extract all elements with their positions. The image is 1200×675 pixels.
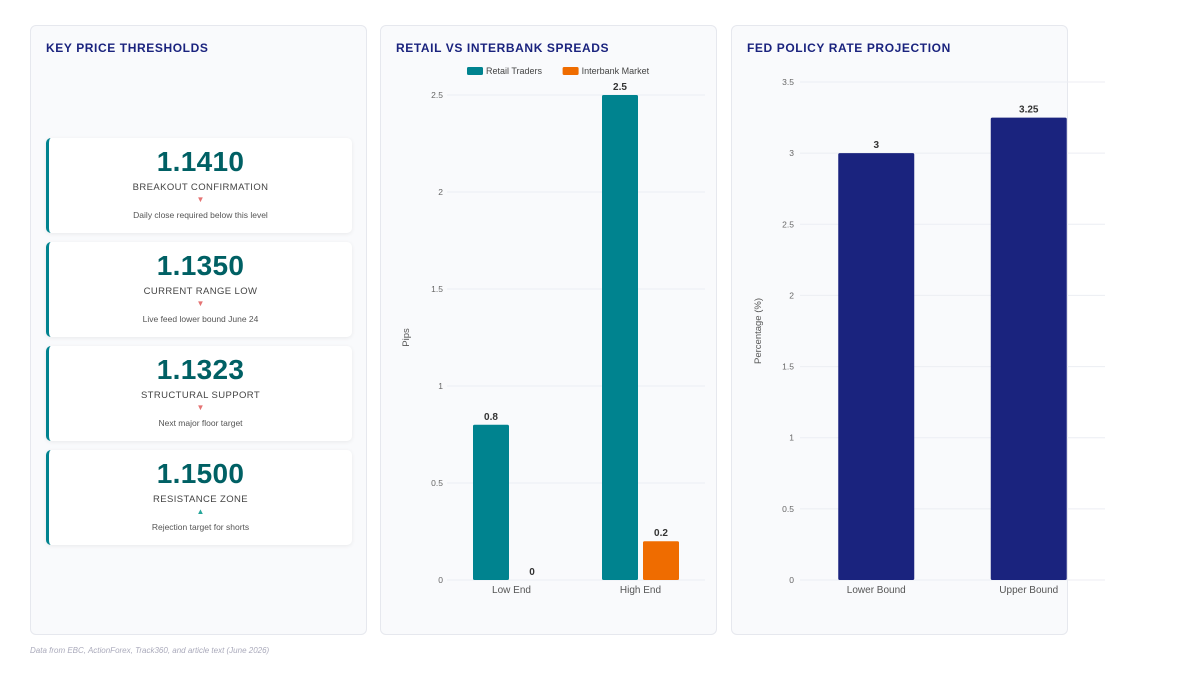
y-tick-label: 1	[438, 381, 443, 391]
fed-panel: FED POLICY RATE PROJECTION 0 0.5 1 1.5 2 2.5 3…	[731, 25, 1105, 635]
y-tick-label: 1.5	[782, 362, 794, 372]
threshold-label: STRUCTURAL SUPPORT	[140, 390, 261, 401]
threshold-card-support: 1.1323 STRUCTURAL SUPPORT ▼ Next major f…	[46, 346, 352, 441]
threshold-note: Next major floor target	[158, 418, 243, 428]
fed-chart: 0 0.5 1 1.5 2 2.5 3 3.5 Percentage (%) Lower Boun…	[753, 77, 1105, 596]
threshold-value: 1.1410	[156, 146, 245, 177]
y-tick-label: 1.5	[431, 284, 443, 294]
threshold-label: RESISTANCE ZONE	[152, 494, 249, 505]
spreads-panel: RETAIL VS INTERBANK SPREADS 0 0.5 1 1.5 2 2.5…	[380, 25, 717, 635]
arrow-down-icon: ▼	[196, 299, 205, 308]
x-tick-label: Lower Bound	[847, 585, 906, 596]
data-label: 3	[873, 140, 879, 151]
spreads-title: RETAIL VS INTERBANK SPREADS	[396, 41, 610, 55]
threshold-label: BREAKOUT CONFIRMATION	[132, 182, 269, 193]
thresholds-title: KEY PRICE THRESHOLDS	[46, 41, 209, 55]
y-tick-label: 2.5	[782, 219, 794, 229]
bar	[602, 95, 638, 580]
y-axis-title: Percentage (%)	[753, 298, 764, 364]
legend-swatch	[467, 67, 483, 75]
bar	[643, 541, 679, 580]
y-tick-label: 0	[438, 575, 443, 585]
threshold-note: Daily close required below this level	[133, 210, 268, 220]
y-tick-label: 0	[789, 575, 794, 585]
x-tick-label: High End	[620, 585, 661, 596]
y-tick-label: 0.5	[431, 478, 443, 488]
data-label: 0	[529, 567, 535, 578]
y-tick-label: 2	[438, 187, 443, 197]
legend-label: Retail Traders	[486, 66, 543, 76]
y-tick-label: 1	[789, 433, 794, 443]
bar	[473, 424, 509, 580]
threshold-note: Live feed lower bound June 24	[142, 314, 259, 324]
y-tick-label: 0.5	[782, 504, 794, 514]
source-note: Data from EBC, ActionForex, Track360, an…	[30, 646, 270, 655]
data-label: 3.25	[1019, 105, 1039, 116]
legend-label: Interbank Market	[582, 66, 650, 76]
x-tick-label: Upper Bound	[999, 585, 1058, 596]
arrow-down-icon: ▼	[196, 195, 205, 204]
threshold-card-range-low: 1.1350 CURRENT RANGE LOW ▼ Live feed low…	[46, 242, 352, 337]
x-tick-label: Low End	[492, 585, 531, 596]
bar	[990, 117, 1067, 581]
arrow-down-icon: ▼	[196, 403, 205, 412]
data-label: 0.2	[654, 528, 668, 539]
threshold-value: 1.1500	[156, 458, 245, 489]
legend-swatch	[562, 67, 579, 75]
threshold-card-resistance: 1.1500 RESISTANCE ZONE ▲ Rejection targe…	[46, 450, 352, 545]
data-label: 0.8	[484, 412, 498, 423]
bar	[838, 153, 915, 580]
data-label: 2.5	[613, 82, 627, 93]
y-tick-label: 2.5	[431, 90, 443, 100]
fed-title: FED POLICY RATE PROJECTION	[747, 41, 951, 55]
threshold-value: 1.1323	[156, 354, 245, 385]
thresholds-panel: KEY PRICE THRESHOLDS 1.1410 BREAKOUT CON…	[30, 25, 367, 635]
y-tick-label: 3.5	[782, 77, 794, 87]
y-axis-title: Pips	[401, 328, 412, 347]
threshold-label: CURRENT RANGE LOW	[143, 286, 258, 297]
y-tick-label: 3	[789, 148, 794, 158]
threshold-card-breakout: 1.1410 BREAKOUT CONFIRMATION ▼ Daily clo…	[46, 138, 352, 233]
threshold-value: 1.1350	[156, 250, 245, 281]
y-tick-label: 2	[789, 290, 794, 300]
arrow-up-icon: ▲	[196, 507, 205, 516]
spreads-chart: 0 0.5 1 1.5 2 2.5 Pips Low End 0.8 0 High End 2.5 0.…	[401, 66, 705, 596]
threshold-note: Rejection target for shorts	[151, 522, 250, 532]
